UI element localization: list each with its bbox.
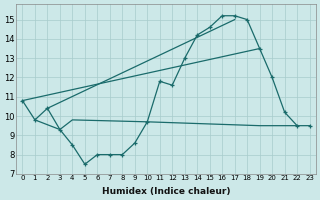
X-axis label: Humidex (Indice chaleur): Humidex (Indice chaleur) (102, 187, 230, 196)
